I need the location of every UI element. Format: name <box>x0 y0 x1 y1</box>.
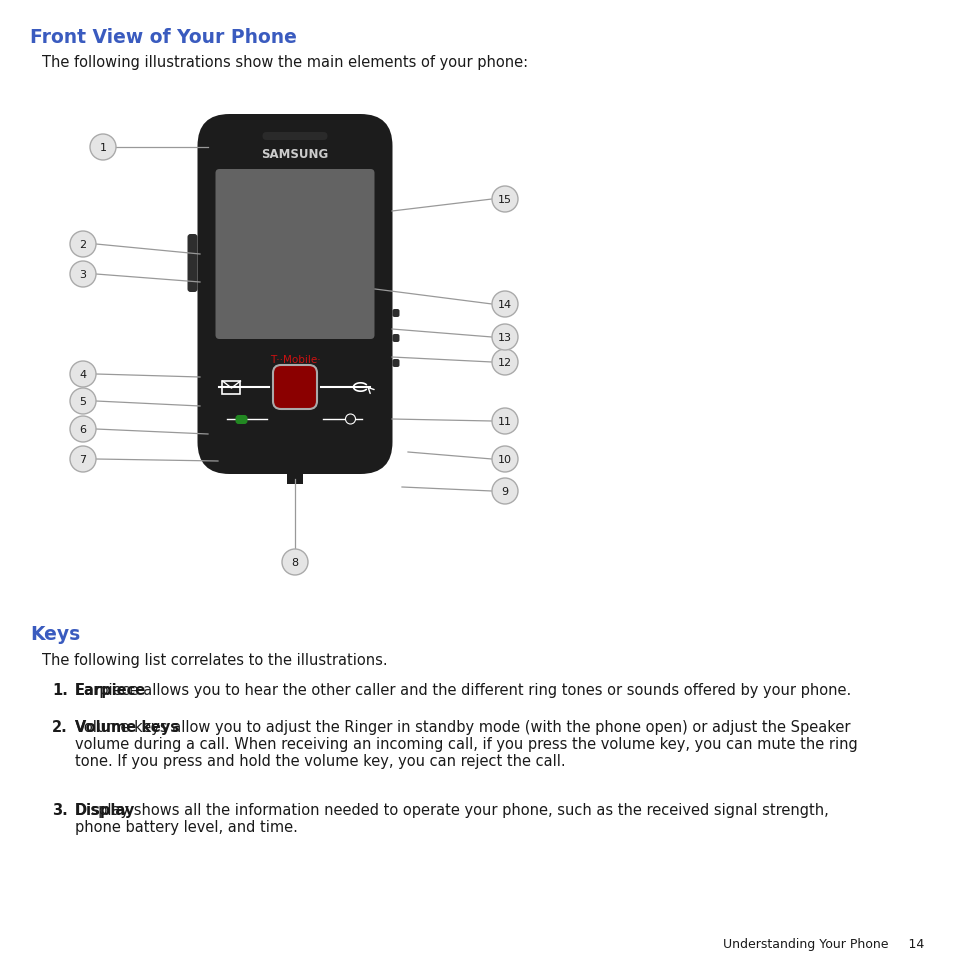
Text: Front View of Your Phone: Front View of Your Phone <box>30 28 296 47</box>
Circle shape <box>282 550 308 576</box>
Text: 6: 6 <box>79 424 87 435</box>
Circle shape <box>492 187 517 213</box>
Text: 14: 14 <box>497 299 512 310</box>
Text: The following list correlates to the illustrations.: The following list correlates to the ill… <box>42 652 387 667</box>
Text: 13: 13 <box>497 333 512 343</box>
Text: volume during a call. When receiving an incoming call, if you press the volume k: volume during a call. When receiving an … <box>75 737 857 751</box>
Text: 5: 5 <box>79 396 87 407</box>
Circle shape <box>345 415 355 424</box>
FancyBboxPatch shape <box>188 234 197 293</box>
Circle shape <box>492 447 517 473</box>
Bar <box>222 381 240 395</box>
Text: tone. If you press and hold the volume key, you can reject the call.: tone. If you press and hold the volume k… <box>75 753 565 768</box>
FancyBboxPatch shape <box>392 359 399 368</box>
Circle shape <box>90 135 116 161</box>
Circle shape <box>492 409 517 435</box>
Circle shape <box>70 416 96 442</box>
Text: The following illustrations show the main elements of your phone:: The following illustrations show the mai… <box>42 55 528 70</box>
Circle shape <box>70 361 96 388</box>
Text: Earpiece: Earpiece <box>75 682 146 698</box>
Text: 4: 4 <box>79 370 87 379</box>
FancyBboxPatch shape <box>392 310 399 317</box>
Text: Understanding Your Phone     14: Understanding Your Phone 14 <box>722 937 923 950</box>
Text: 1: 1 <box>99 143 107 152</box>
Circle shape <box>70 447 96 473</box>
Text: 8: 8 <box>291 558 298 567</box>
Text: Display shows all the information needed to operate your phone, such as the rece: Display shows all the information needed… <box>75 802 828 817</box>
Text: 7: 7 <box>79 455 87 464</box>
Circle shape <box>70 232 96 257</box>
Circle shape <box>70 262 96 288</box>
Text: 12: 12 <box>497 357 512 368</box>
FancyBboxPatch shape <box>262 132 327 141</box>
FancyBboxPatch shape <box>197 115 392 475</box>
Text: Volume keys allow you to adjust the Ringer in standby mode (with the phone open): Volume keys allow you to adjust the Ring… <box>75 720 850 734</box>
Text: 3.: 3. <box>52 802 68 817</box>
Text: 2: 2 <box>79 240 87 250</box>
Text: 10: 10 <box>497 455 512 464</box>
Text: 11: 11 <box>497 416 512 427</box>
Circle shape <box>492 325 517 351</box>
Text: Earpiece allows you to hear the other caller and the different ring tones or sou: Earpiece allows you to hear the other ca… <box>75 682 850 698</box>
Text: Display: Display <box>75 802 135 817</box>
FancyBboxPatch shape <box>273 366 316 410</box>
Circle shape <box>492 350 517 375</box>
Text: SAMSUNG: SAMSUNG <box>261 149 328 161</box>
Bar <box>287 475 303 484</box>
FancyBboxPatch shape <box>392 335 399 343</box>
Circle shape <box>492 292 517 317</box>
Text: 3: 3 <box>79 270 87 280</box>
Text: 1.: 1. <box>52 682 68 698</box>
Text: Keys: Keys <box>30 624 80 643</box>
Circle shape <box>492 478 517 504</box>
Text: T··Mobile·: T··Mobile· <box>270 355 320 365</box>
Circle shape <box>70 389 96 415</box>
FancyBboxPatch shape <box>215 170 375 339</box>
Text: 9: 9 <box>501 486 508 497</box>
Text: 15: 15 <box>497 194 512 205</box>
Text: Volume keys: Volume keys <box>75 720 179 734</box>
FancyBboxPatch shape <box>235 416 247 424</box>
Text: phone battery level, and time.: phone battery level, and time. <box>75 820 297 834</box>
Text: 2.: 2. <box>52 720 68 734</box>
